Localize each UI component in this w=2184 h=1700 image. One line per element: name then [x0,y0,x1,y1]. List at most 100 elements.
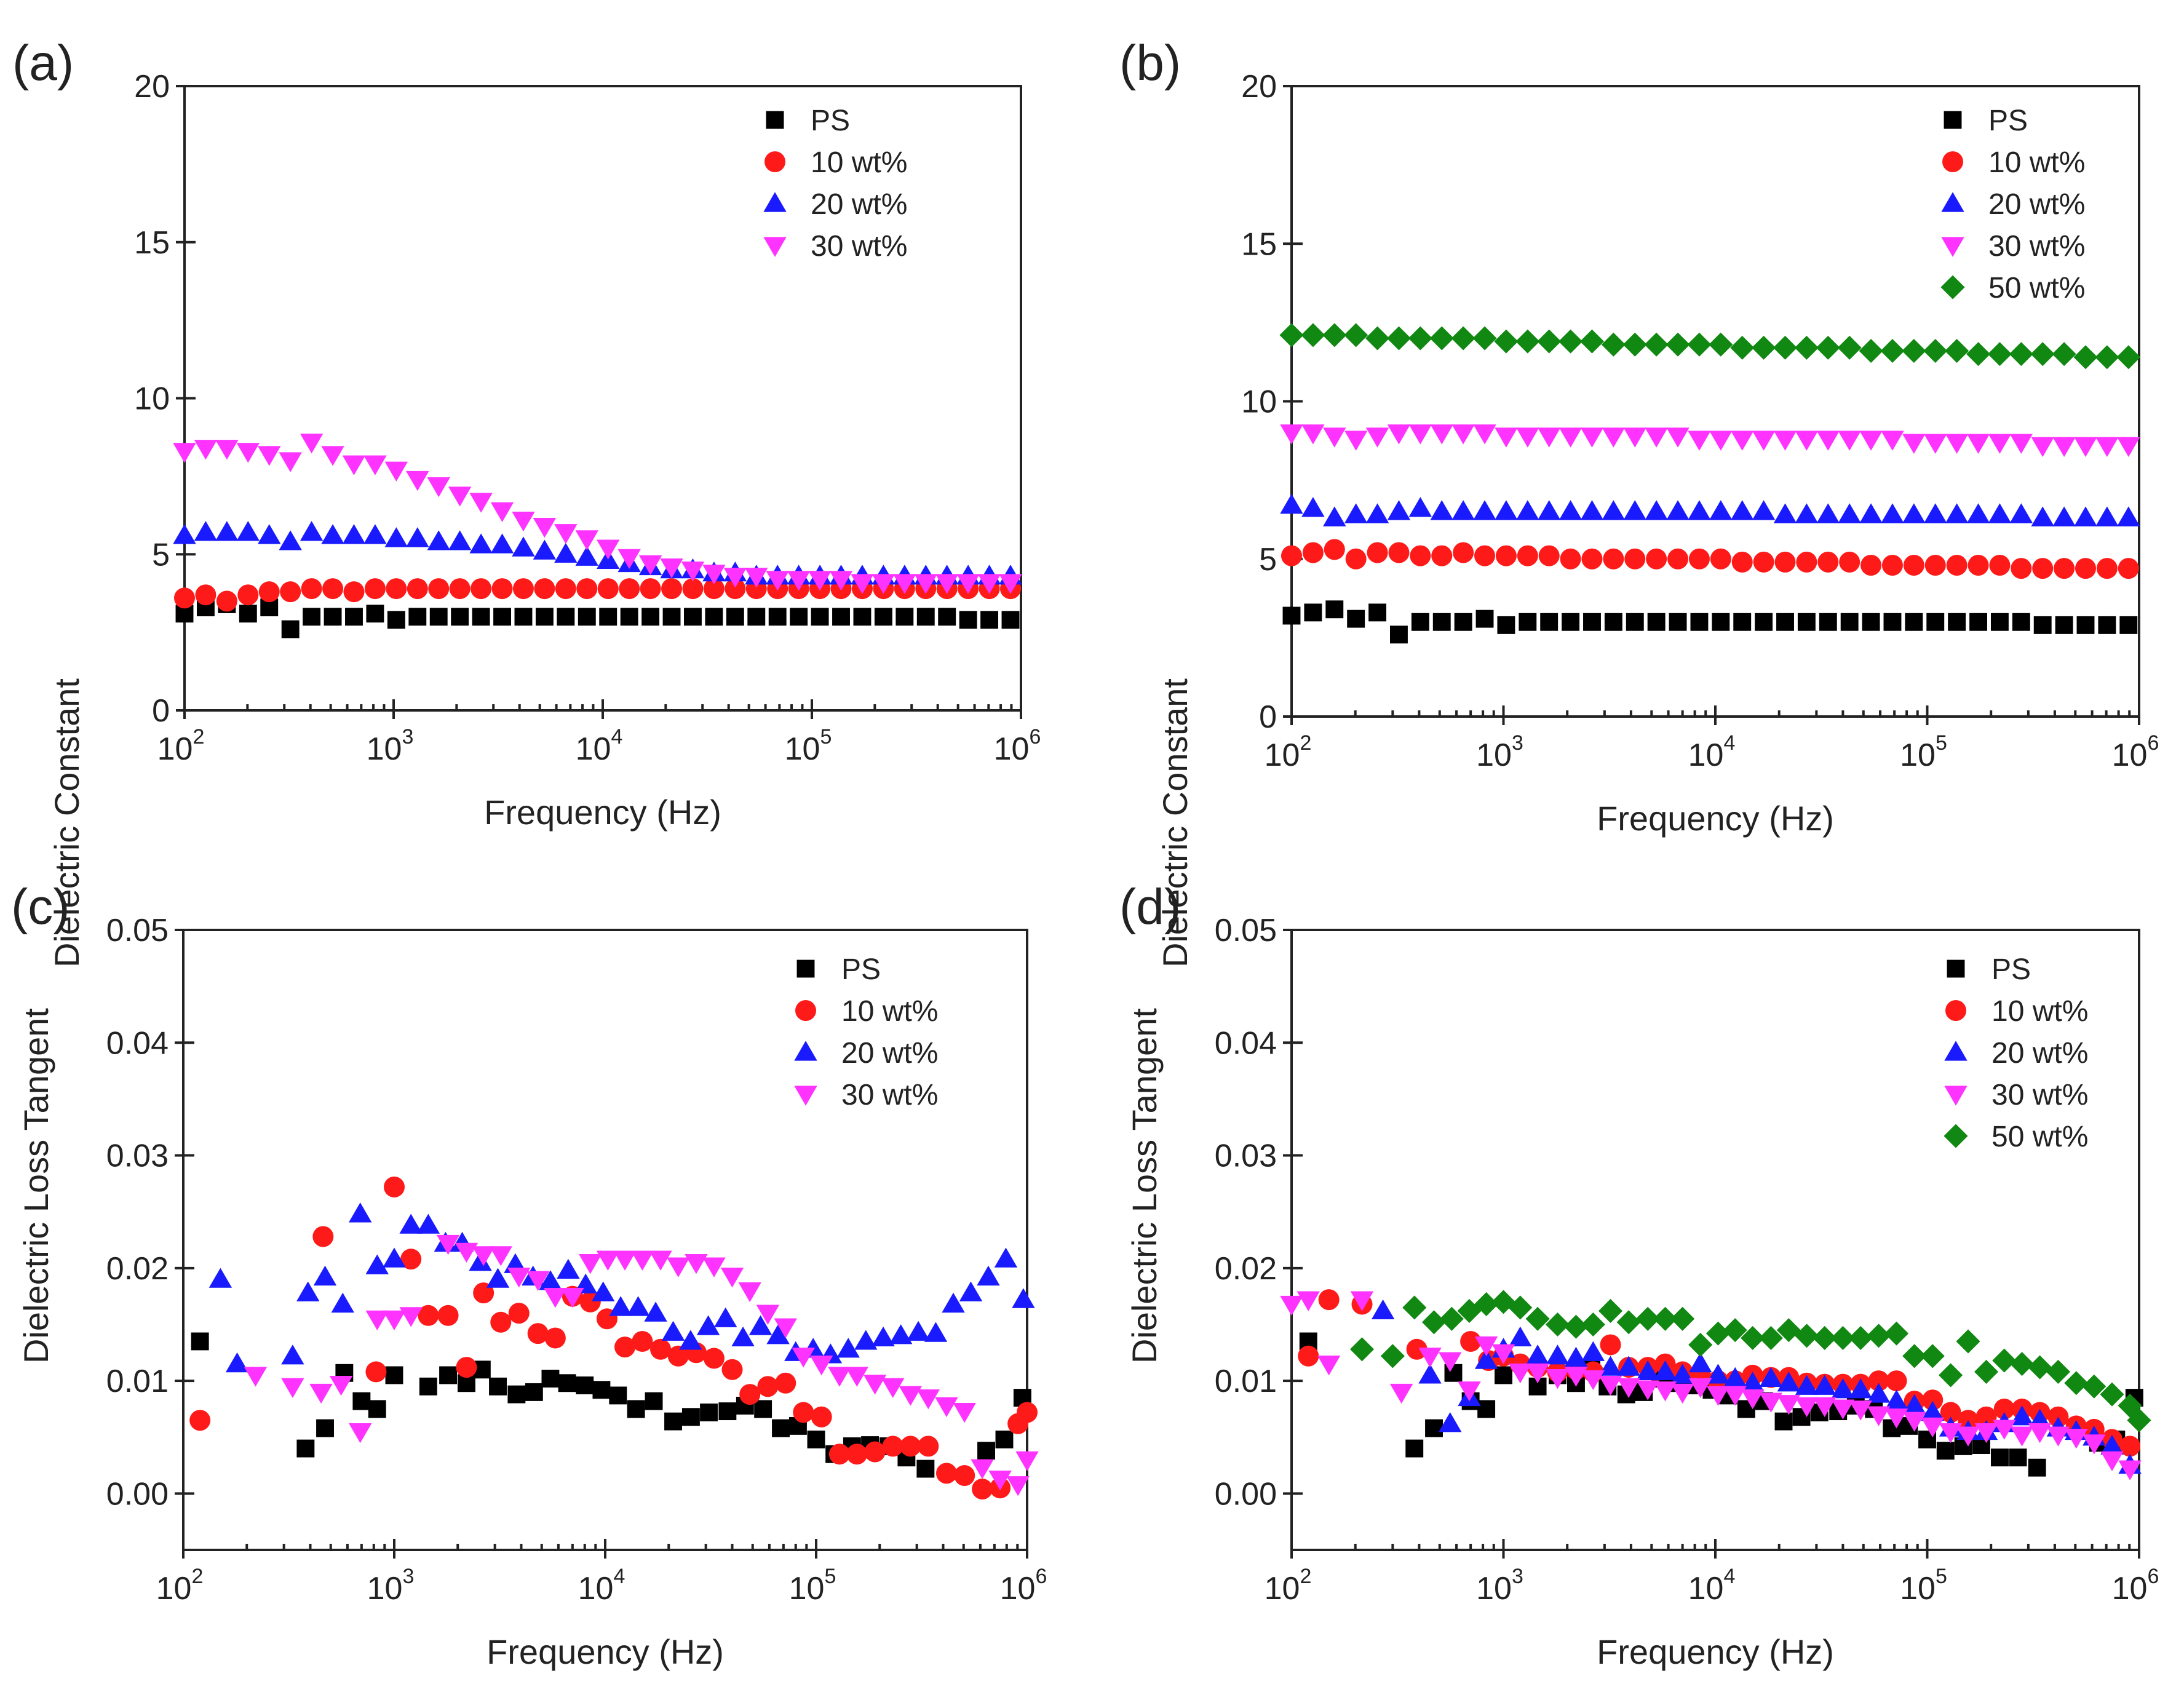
data-point [935,1397,958,1418]
data-point [1509,1326,1532,1347]
data-point [2098,616,2116,634]
y-tick-label: 0.01 [1215,1364,1277,1399]
data-point [1301,424,1325,445]
data-point [2117,506,2140,526]
y-tick-label: 5 [152,537,170,573]
data-point [1540,613,1559,631]
data-point [1989,555,2011,576]
data-point [384,527,408,547]
data-point [576,578,598,600]
data-point [216,590,237,612]
data-point [1920,1344,1945,1368]
data-point [747,608,766,626]
data-point [1636,1380,1659,1400]
data-point [685,1254,708,1274]
data-point [1956,1329,1980,1354]
data-point [681,1408,700,1426]
data-point [1281,545,1302,566]
data-point [1992,1348,2017,1373]
data-point [1988,434,2012,454]
data-point [1921,1417,1944,1438]
data-point [2073,345,2098,370]
data-point [1623,427,1646,448]
x-tick-label: 105 [1900,1565,1947,1607]
data-point [1388,542,1410,563]
legend: PS 10 wt% 20 wt% 30 wt% 50 wt% [1944,953,2088,1153]
data-point [1902,338,1926,363]
legend-label: 30 wt% [1991,1079,2088,1111]
data-point [1794,335,1819,360]
data-point [1617,1378,1640,1398]
legend-label: PS [841,953,881,986]
data-point [1867,1324,1891,1348]
data-point [1516,427,1539,448]
data-point [1473,500,1496,520]
y-tick-label: 0.00 [106,1476,169,1512]
legend-marker [794,1041,817,1061]
data-point [2046,1426,2070,1447]
data-point [1849,1400,1872,1421]
data-point [1795,1397,1819,1418]
legend-marker [1941,192,1964,212]
data-point [554,524,578,544]
data-point [194,440,218,460]
data-point [959,611,977,629]
data-point [490,1311,512,1333]
data-point [1924,503,1947,523]
data-point [296,1281,320,1301]
data-point [1580,500,1604,520]
data-point [239,605,257,623]
data-point [1688,548,1710,570]
data-point [316,1419,334,1437]
data-point [322,578,344,600]
legend-marker [1944,1086,1968,1106]
data-point [1741,1325,1765,1350]
data-point [1458,1381,1481,1402]
data-point [1344,323,1368,348]
data-point [384,461,408,482]
data-point [1546,1368,1570,1389]
data-point [1741,1372,1765,1392]
legend-label: 50 wt% [1991,1121,2088,1153]
data-point [1408,326,1432,351]
data-point [342,455,366,475]
data-point [1325,600,1344,619]
y-axis-title: Dielectric Loss Tangent [17,1008,55,1364]
data-point [1598,1356,1622,1376]
data-point [1365,326,1390,351]
data-point [1948,613,1966,631]
data-point [191,1332,209,1351]
data-point [1670,1306,1695,1331]
y-tick-label: 10 [1241,384,1277,420]
data-point [1405,1439,1424,1458]
legend-marker [766,111,784,129]
data-point [490,502,514,522]
x-tick-label: 103 [367,1565,415,1607]
data-point [215,440,239,460]
legend-label: 20 wt% [841,1037,938,1070]
data-point [745,568,768,588]
data-point [508,1303,530,1324]
data-point [1974,1423,1998,1444]
data-point [2028,1458,2046,1477]
data-point [486,1268,510,1288]
data-point [774,1318,797,1338]
x-tick-label: 104 [576,725,623,767]
data-point [1752,431,1776,451]
data-point [918,1436,939,1457]
data-point [2119,1436,2141,1457]
data-point [363,455,387,475]
data-point [1439,1306,1464,1331]
data-point [1940,1402,1961,1423]
legend-label: 10 wt% [841,995,938,1028]
data-point [1795,1324,1819,1348]
data-point [258,524,281,544]
data-point [1848,1325,1873,1350]
series-ps [191,1332,1031,1478]
data-point [1602,500,1626,520]
series-50-wt- [1349,1290,2151,1432]
data-point [1368,603,1387,622]
legend-label: 30 wt% [841,1079,938,1111]
y-tick-label: 0.05 [1215,913,1277,948]
data-point [455,1242,478,1263]
